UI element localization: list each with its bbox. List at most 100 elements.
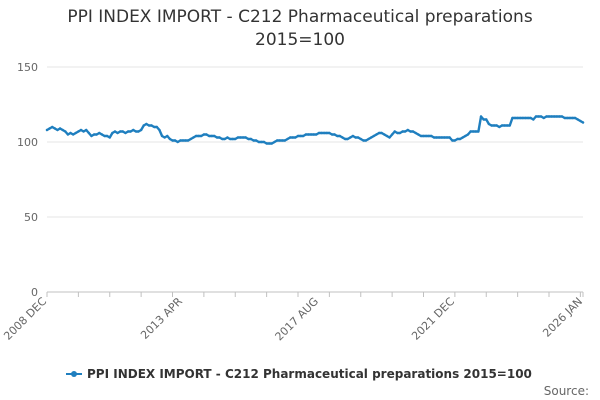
data-point[interactable] — [550, 115, 553, 118]
data-point[interactable] — [56, 128, 59, 132]
data-point[interactable] — [186, 139, 190, 142]
data-point[interactable] — [519, 116, 522, 120]
data-point[interactable] — [529, 116, 532, 120]
data-point[interactable] — [427, 134, 430, 138]
data-point[interactable] — [500, 124, 504, 127]
data-point[interactable] — [202, 133, 206, 136]
data-point[interactable] — [181, 139, 185, 142]
data-point[interactable] — [189, 137, 192, 141]
data-point[interactable] — [513, 116, 517, 120]
data-point[interactable] — [100, 133, 104, 136]
data-point[interactable] — [330, 133, 334, 136]
data-point[interactable] — [244, 136, 247, 139]
data-point[interactable] — [132, 128, 135, 132]
data-point[interactable] — [207, 134, 211, 138]
data-point[interactable] — [377, 131, 381, 135]
data-point[interactable] — [210, 134, 213, 138]
data-point[interactable] — [343, 137, 347, 141]
data-point[interactable] — [571, 116, 574, 120]
data-point[interactable] — [341, 136, 344, 139]
data-point[interactable] — [299, 134, 302, 138]
data-point[interactable] — [406, 128, 410, 132]
data-point[interactable] — [296, 134, 300, 138]
data-point[interactable] — [312, 133, 315, 136]
series-line[interactable] — [45, 115, 585, 145]
data-point[interactable] — [283, 139, 287, 142]
data-point[interactable] — [547, 115, 551, 118]
data-point[interactable] — [241, 136, 245, 139]
data-point[interactable] — [568, 116, 572, 120]
data-point[interactable] — [134, 130, 138, 133]
data-point[interactable] — [98, 131, 101, 135]
data-point[interactable] — [197, 134, 200, 138]
data-point[interactable] — [451, 139, 454, 142]
data-point[interactable] — [66, 133, 70, 136]
data-point[interactable] — [113, 130, 117, 133]
data-point[interactable] — [268, 142, 271, 145]
data-point[interactable] — [116, 131, 119, 135]
data-point[interactable] — [390, 133, 394, 136]
data-point[interactable] — [105, 134, 109, 138]
data-point[interactable] — [228, 137, 232, 141]
data-point[interactable] — [542, 116, 545, 120]
data-point[interactable] — [537, 115, 540, 118]
data-point[interactable] — [87, 131, 91, 135]
data-point[interactable] — [532, 118, 535, 121]
data-point[interactable] — [147, 124, 151, 127]
data-point[interactable] — [315, 133, 318, 136]
data-point[interactable] — [139, 128, 143, 132]
data-point[interactable] — [443, 136, 446, 139]
data-point[interactable] — [163, 136, 166, 139]
data-point[interactable] — [236, 136, 240, 139]
data-point[interactable] — [579, 119, 582, 123]
data-point[interactable] — [278, 139, 281, 142]
data-point[interactable] — [213, 134, 216, 138]
data-point[interactable] — [291, 136, 294, 139]
data-point[interactable] — [119, 130, 122, 133]
data-point[interactable] — [424, 134, 428, 138]
data-point[interactable] — [346, 137, 349, 141]
data-point[interactable] — [508, 124, 511, 127]
data-point[interactable] — [145, 122, 148, 126]
data-point[interactable] — [205, 133, 208, 136]
data-point[interactable] — [103, 134, 106, 138]
data-point[interactable] — [129, 130, 132, 133]
data-point[interactable] — [176, 140, 179, 144]
data-point[interactable] — [338, 134, 342, 138]
data-point[interactable] — [239, 136, 242, 139]
data-point[interactable] — [166, 134, 169, 138]
data-point[interactable] — [64, 130, 67, 133]
data-point[interactable] — [435, 136, 438, 139]
data-point[interactable] — [77, 130, 80, 133]
data-point[interactable] — [385, 134, 389, 138]
data-point[interactable] — [260, 140, 263, 144]
data-point[interactable] — [393, 130, 396, 133]
data-point[interactable] — [173, 139, 177, 142]
source-label[interactable]: Source: — [544, 384, 589, 398]
data-point[interactable] — [411, 130, 415, 133]
data-point[interactable] — [487, 122, 491, 126]
data-point[interactable] — [82, 130, 85, 133]
data-point[interactable] — [265, 142, 268, 145]
data-point[interactable] — [388, 136, 391, 139]
data-point[interactable] — [521, 116, 525, 120]
data-point[interactable] — [511, 116, 514, 120]
data-point[interactable] — [153, 125, 156, 129]
data-point[interactable] — [58, 127, 62, 130]
data-point[interactable] — [356, 136, 360, 139]
data-point[interactable] — [396, 131, 399, 135]
data-point[interactable] — [192, 136, 195, 139]
data-point[interactable] — [375, 133, 378, 136]
data-point[interactable] — [108, 136, 111, 139]
data-point[interactable] — [307, 133, 310, 136]
data-point[interactable] — [92, 133, 96, 136]
data-point[interactable] — [581, 121, 585, 124]
data-point[interactable] — [422, 134, 425, 138]
data-point[interactable] — [231, 137, 234, 141]
data-point[interactable] — [474, 130, 477, 133]
data-point[interactable] — [294, 136, 297, 139]
data-point[interactable] — [409, 130, 412, 133]
data-point[interactable] — [573, 116, 577, 120]
data-point[interactable] — [126, 130, 130, 133]
data-point[interactable] — [194, 134, 198, 138]
